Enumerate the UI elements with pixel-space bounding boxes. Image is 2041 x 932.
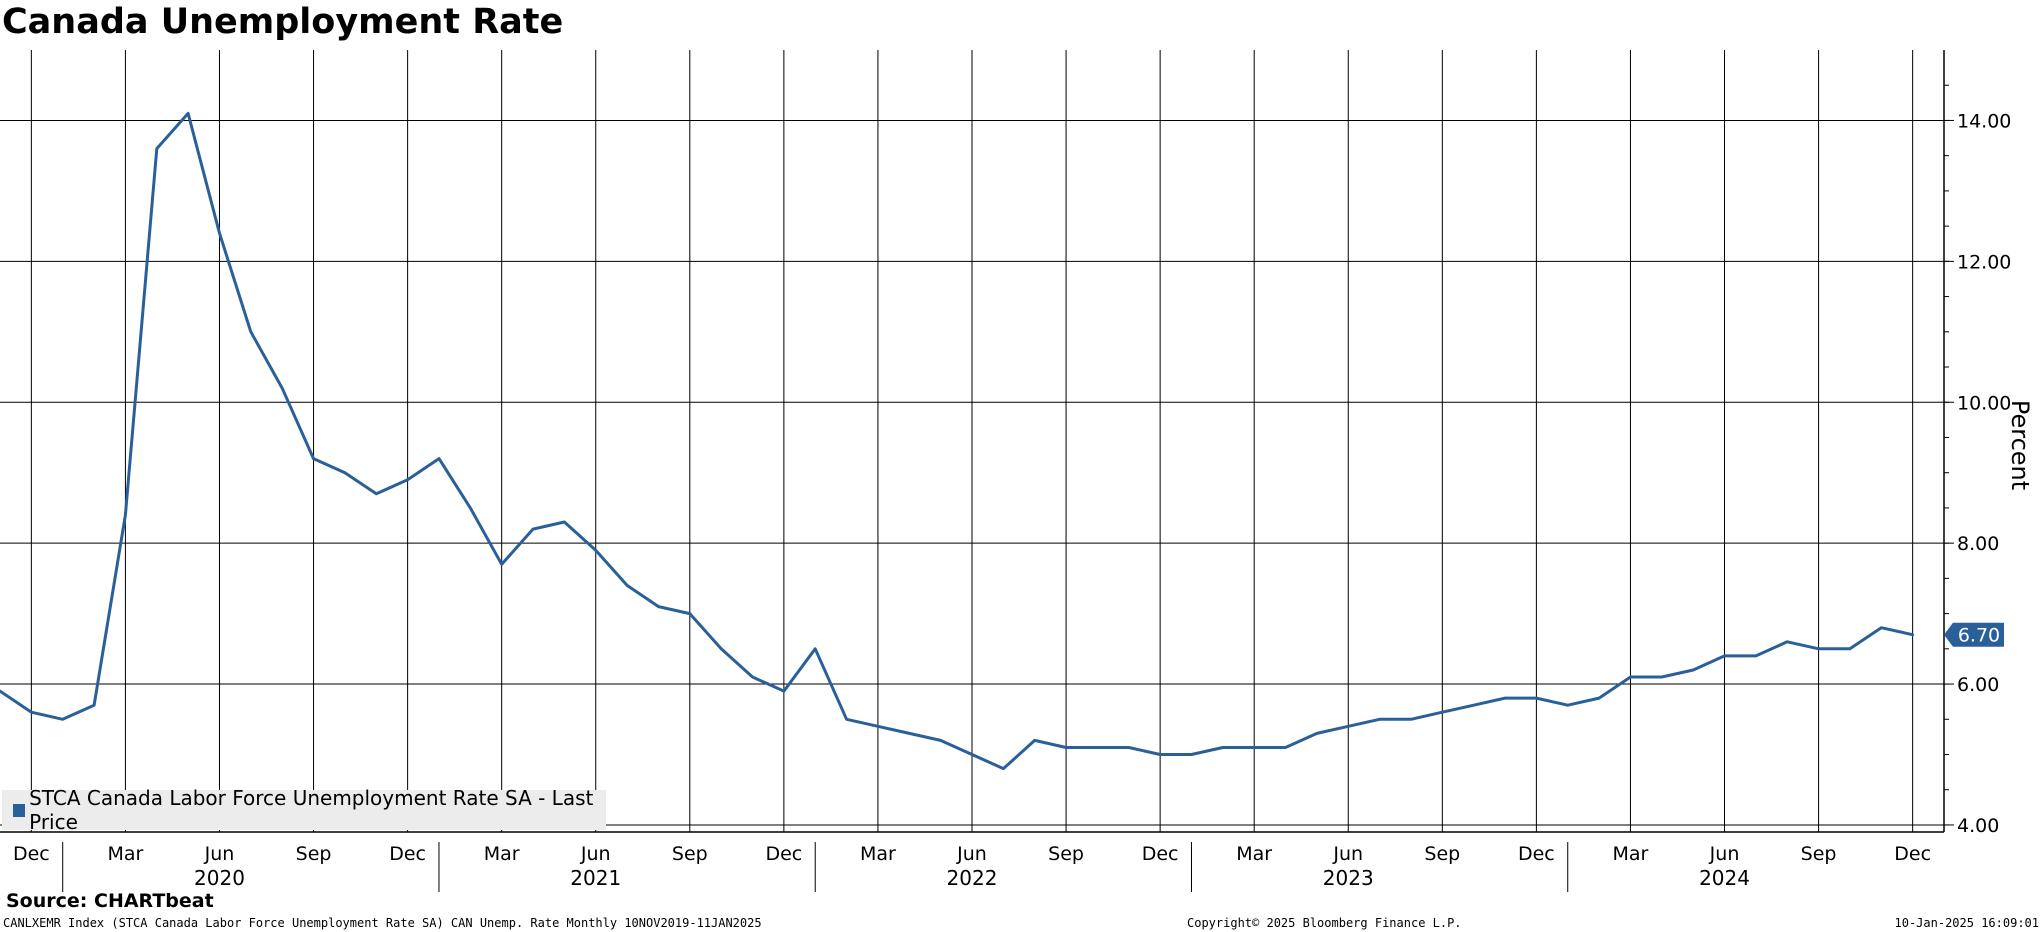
x-tick-label: Jun (1332, 843, 1363, 865)
x-tick-label: Jun (580, 843, 611, 865)
legend-label: STCA Canada Labor Force Unemployment Rat… (29, 786, 594, 834)
y-tick-label: 8.00 (1957, 533, 1999, 555)
last-value-label: 6.70 (1958, 625, 2000, 647)
x-tick-label: Sep (672, 843, 708, 865)
x-tick-label: Sep (1424, 843, 1460, 865)
axis-layer (0, 50, 1954, 892)
y-axis-title: Percent (2006, 400, 2034, 490)
x-tick-label: Mar (860, 843, 896, 865)
x-tick-label: Mar (1236, 843, 1272, 865)
legend: STCA Canada Labor Force Unemployment Rat… (2, 786, 606, 834)
y-tick-label: 14.00 (1957, 110, 2011, 132)
x-tick-label: Mar (1613, 843, 1649, 865)
x-tick-label: Sep (1801, 843, 1837, 865)
y-tick-label: 6.00 (1957, 674, 1999, 696)
x-year-label: 2021 (570, 866, 621, 890)
x-tick-label: Jun (956, 843, 987, 865)
chart-title: Canada Unemployment Rate (2, 2, 564, 42)
x-year-label: 2020 (194, 866, 245, 890)
legend-swatch (13, 803, 26, 817)
x-tick-label: Sep (296, 843, 332, 865)
last-value-tag (1944, 622, 2004, 647)
y-tick-label: 12.00 (1957, 251, 2011, 273)
x-tick-label: Mar (107, 843, 143, 865)
x-tick-label: Dec (1142, 843, 1179, 865)
footer-timestamp: 10-Jan-2025 16:09:01 (1894, 916, 2040, 930)
x-tick-label: Mar (484, 843, 520, 865)
y-tick-label: 4.00 (1957, 815, 1999, 837)
x-year-label: 2022 (947, 866, 998, 890)
grid-layer (0, 50, 1944, 832)
x-tick-label: Dec (1518, 843, 1555, 865)
x-tick-label: Jun (204, 843, 235, 865)
y-tick-label: 10.00 (1957, 392, 2011, 414)
series-line (0, 111, 1915, 771)
x-tick-label: Jun (1709, 843, 1740, 865)
x-tick-label: Dec (389, 843, 426, 865)
source-note: Source: CHARTbeat (6, 890, 214, 912)
x-tick-label: Dec (765, 843, 802, 865)
x-tick-label: Dec (1894, 843, 1931, 865)
series-layer (0, 111, 1915, 771)
footer-description: CANLXEMR Index (STCA Canada Labor Force … (3, 916, 762, 930)
label-layer: Dec Mar Jun Sep Dec Mar Jun Sep Dec Mar Jun Sep Dec M… (13, 110, 2034, 890)
x-tick-label: Sep (1048, 843, 1084, 865)
x-year-label: 2023 (1323, 866, 1374, 890)
x-year-label: 2024 (1699, 866, 1750, 890)
footer-copyright: Copyright© 2025 Bloomberg Finance L.P. (1187, 916, 1462, 930)
x-tick-label: Dec (13, 843, 50, 865)
